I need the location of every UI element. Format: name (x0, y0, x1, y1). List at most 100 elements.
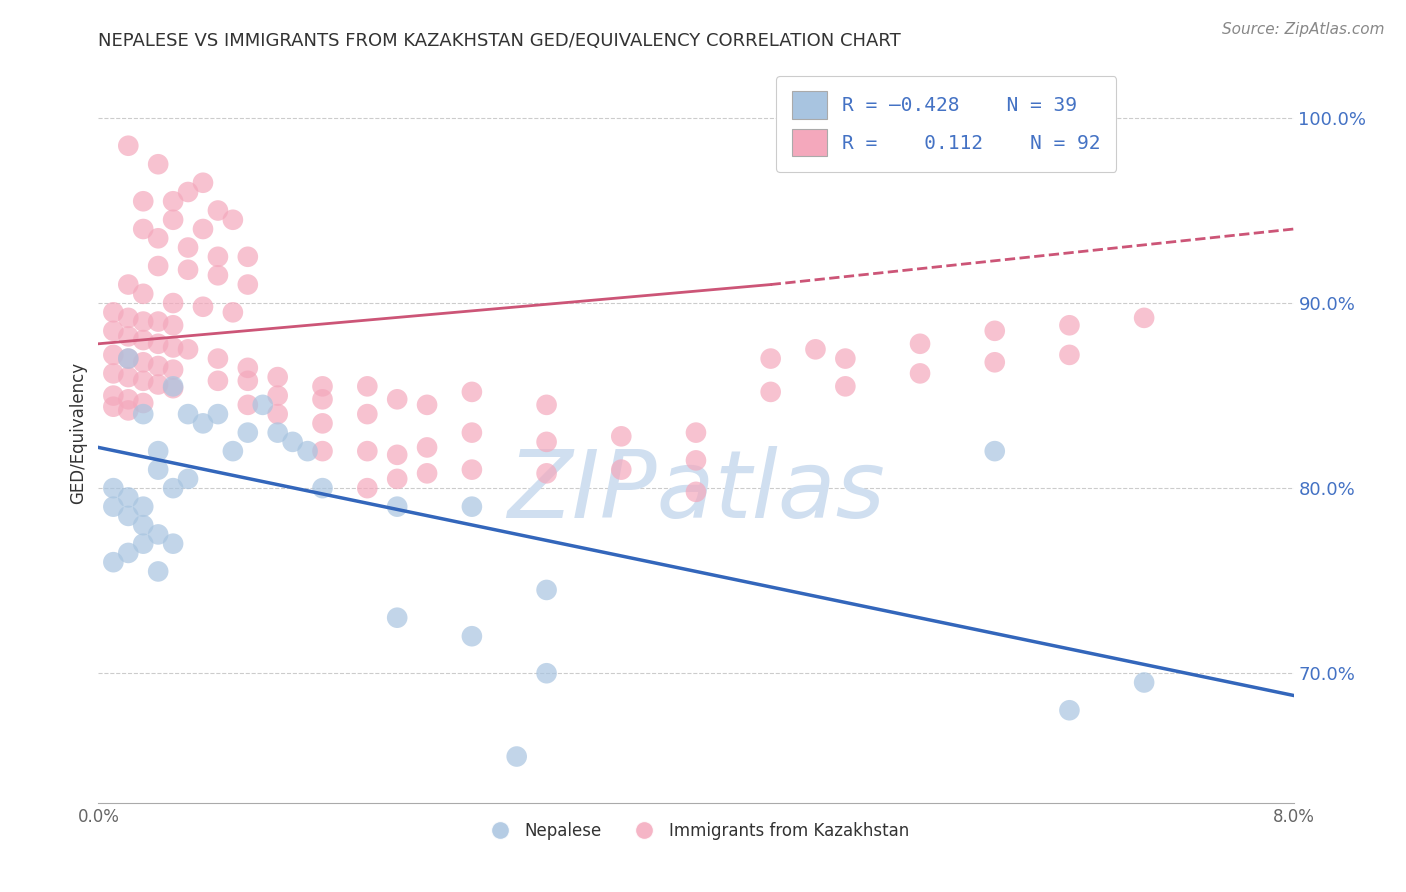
Point (311, 444, 333, 458)
Point (103, 555, 125, 569)
Point (1059, 318, 1081, 333)
Point (148, 462, 170, 476)
Point (148, 157, 170, 171)
Point (1059, 703, 1081, 717)
Point (117, 138, 139, 153)
Point (267, 370, 290, 384)
Point (908, 367, 931, 381)
Point (1133, 675, 1156, 690)
Point (132, 222, 155, 236)
Point (984, 444, 1007, 458)
Point (311, 379, 333, 393)
Point (103, 367, 125, 381)
Point (177, 240, 200, 254)
Point (177, 472, 200, 486)
Point (207, 374, 229, 388)
Point (162, 296, 184, 310)
Point (461, 500, 484, 514)
Point (117, 370, 139, 384)
Point (610, 429, 633, 443)
Point (117, 546, 139, 560)
Point (416, 441, 439, 455)
Point (759, 351, 782, 366)
Point (162, 318, 184, 333)
Point (117, 277, 139, 292)
Point (162, 379, 184, 393)
Point (132, 286, 155, 301)
Point (132, 407, 155, 421)
Point (177, 343, 200, 357)
Point (162, 536, 184, 550)
Point (162, 341, 184, 355)
Point (132, 355, 155, 369)
Point (536, 434, 558, 449)
Point (536, 398, 558, 412)
Point (461, 462, 484, 476)
Point (148, 444, 170, 458)
Point (177, 407, 200, 421)
Point (103, 481, 125, 495)
Point (281, 434, 304, 449)
Point (191, 417, 214, 431)
Point (103, 348, 125, 362)
Point (191, 222, 214, 236)
Point (685, 484, 707, 499)
Point (222, 444, 245, 458)
Point (117, 392, 139, 407)
Point (834, 379, 856, 393)
Point (222, 212, 245, 227)
Point (162, 362, 184, 376)
Point (267, 425, 290, 440)
Point (356, 379, 378, 393)
Point (207, 351, 229, 366)
Point (103, 400, 125, 414)
Point (132, 500, 155, 514)
Point (385, 448, 409, 462)
Point (908, 336, 931, 351)
Point (804, 343, 827, 357)
Point (984, 355, 1007, 369)
Y-axis label: GED/Equivalency: GED/Equivalency (69, 361, 87, 504)
Point (236, 398, 259, 412)
Point (117, 491, 139, 505)
Point (834, 351, 856, 366)
Point (103, 388, 125, 402)
Point (461, 629, 484, 643)
Point (177, 185, 200, 199)
Point (148, 314, 170, 328)
Point (148, 359, 170, 373)
Point (132, 194, 155, 209)
Point (207, 268, 229, 283)
Point (1059, 348, 1081, 362)
Point (385, 611, 409, 625)
Point (461, 425, 484, 440)
Point (759, 384, 782, 399)
Point (506, 749, 529, 764)
Point (117, 403, 139, 417)
Point (236, 360, 259, 375)
Point (685, 453, 707, 467)
Point (132, 374, 155, 388)
Point (103, 324, 125, 338)
Point (685, 425, 707, 440)
Point (103, 305, 125, 319)
Point (536, 582, 558, 597)
Point (191, 176, 214, 190)
Point (297, 444, 319, 458)
Point (236, 250, 259, 264)
Point (148, 527, 170, 541)
Point (162, 481, 184, 495)
Point (177, 262, 200, 277)
Point (132, 396, 155, 410)
Point (148, 377, 170, 392)
Point (191, 300, 214, 314)
Point (385, 392, 409, 407)
Point (236, 277, 259, 292)
Point (385, 500, 409, 514)
Point (148, 565, 170, 579)
Text: Source: ZipAtlas.com: Source: ZipAtlas.com (1222, 22, 1385, 37)
Point (252, 398, 274, 412)
Point (132, 518, 155, 533)
Point (610, 462, 633, 476)
Point (461, 384, 484, 399)
